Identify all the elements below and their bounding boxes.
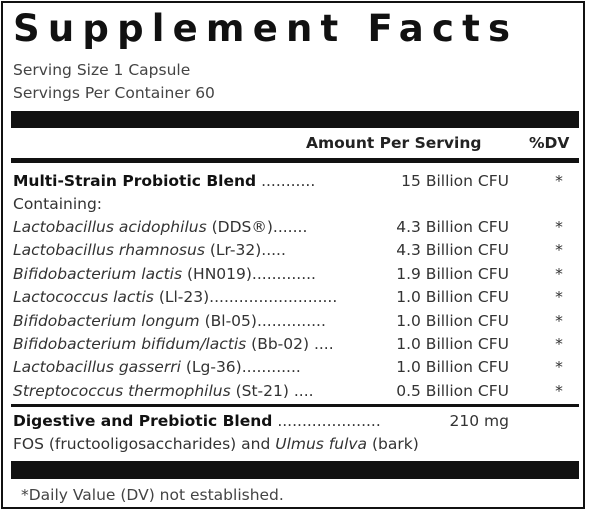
strain-species: Bifidobacterium longum <box>13 311 200 330</box>
strain-code: (Lr-32) <box>204 241 262 260</box>
servings-per-container: Servings Per Container 60 <box>13 84 215 102</box>
strain-dv: * <box>555 381 563 400</box>
strain-amount: 1.0 Billion CFU <box>396 335 509 353</box>
strain-code: (St-21) <box>230 381 289 400</box>
strain-dv: * <box>555 288 563 307</box>
strain-amount: 1.0 Billion CFU <box>396 311 509 330</box>
strain-amount: 1.0 Billion CFU <box>396 288 509 307</box>
strain-species: Lactobacillus rhamnosus <box>13 241 205 260</box>
strain-amount: 4.3 Billion CFU <box>396 218 509 236</box>
amount-per-serving-header: Amount Per Serving <box>306 134 482 152</box>
strain-species: Bifidobacterium bifidum/lactis <box>13 335 247 353</box>
strain-species: Lactococcus lactis <box>13 288 154 307</box>
strain-dv: * <box>555 264 563 283</box>
blend-amount: 210 mg <box>449 412 509 430</box>
blend-description: FOS (fructooligosaccharides) and Ulmus f… <box>13 435 419 453</box>
blend-name: Multi-Strain Probiotic Blend <box>13 172 257 190</box>
strain-amount: 1.0 Billion CFU <box>396 358 509 377</box>
blend-row-digestive: Digestive and Prebiotic Blend ..........… <box>13 410 579 433</box>
bottom-thick-bar <box>11 461 579 479</box>
footnote: *Daily Value (DV) not established. <box>21 486 284 504</box>
strain-row: Lactobacillus gasserri (Lg-36)..........… <box>13 356 579 379</box>
strain-row: Bifidobacterium lactis (HN019)..........… <box>13 263 579 286</box>
strain-row: Lactobacillus rhamnosus (Lr-32)..... 4.3 … <box>13 239 579 262</box>
containing-label: Containing: <box>13 195 103 213</box>
dv-header: %DV <box>529 134 570 152</box>
strain-code: (Ll-23) <box>153 288 210 307</box>
serving-size: Serving Size 1 Capsule <box>13 61 191 79</box>
strain-code: (Lg-36) <box>180 358 242 377</box>
strain-row: Streptococcus thermophilus (St-21) .... 0… <box>13 380 579 403</box>
strain-amount: 4.3 Billion CFU <box>396 241 509 260</box>
strain-species: Bifidobacterium lactis <box>13 264 183 283</box>
top-thick-bar <box>11 111 579 128</box>
strain-row: Lactococcus lactis (Ll-23)..............… <box>13 286 579 309</box>
strain-amount: 1.9 Billion CFU <box>396 264 509 283</box>
blend-amount: 15 Billion CFU <box>401 172 509 190</box>
strain-amount: 0.5 Billion CFU <box>396 381 509 400</box>
blend-name: Digestive and Prebiotic Blend <box>13 412 273 430</box>
strain-dv: * <box>555 358 563 377</box>
header-divider <box>11 158 579 163</box>
strain-dv: * <box>555 241 563 260</box>
strain-code: (Bl-05) <box>199 311 257 330</box>
strain-code: (HN019) <box>182 264 252 283</box>
strain-species: Lactobacillus acidophilus <box>13 218 207 236</box>
strain-code: (Bb-02) <box>246 335 310 353</box>
strain-row: Bifidobacterium longum (Bl-05)..........… <box>13 310 579 333</box>
strain-code: (DDS®) <box>206 218 273 236</box>
panel-title: Supplement Facts <box>13 7 519 50</box>
blend-row-probiotic: Multi-Strain Probiotic Blend ...........… <box>13 170 579 193</box>
strain-row: Lactobacillus acidophilus (DDS®)....... 4… <box>13 216 579 239</box>
blend-dv: * <box>555 172 563 190</box>
strain-dv: * <box>555 311 563 330</box>
blend-divider <box>11 404 579 407</box>
strain-species: Lactobacillus gasserri <box>13 358 181 377</box>
strain-dv: * <box>555 335 563 353</box>
strain-species: Streptococcus thermophilus <box>13 381 231 400</box>
strain-dv: * <box>555 218 563 236</box>
strain-row: Bifidobacterium bifidum/lactis (Bb-02) .… <box>13 333 579 356</box>
